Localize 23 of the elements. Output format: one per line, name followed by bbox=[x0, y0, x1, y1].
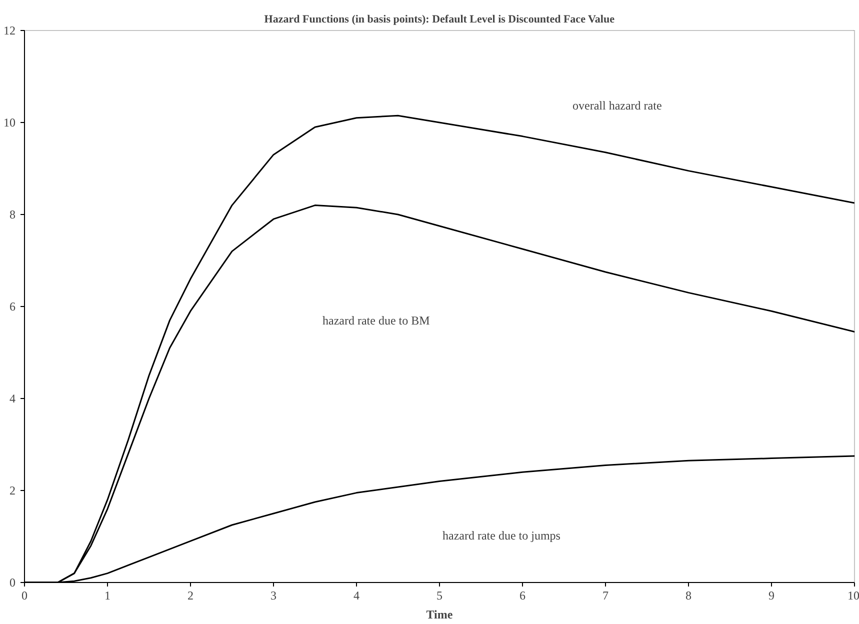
x-tick-label: 10 bbox=[848, 588, 859, 602]
y-tick-label: 4 bbox=[10, 392, 16, 406]
x-tick-label: 6 bbox=[520, 588, 526, 602]
y-tick-label: 6 bbox=[10, 300, 16, 314]
y-tick-label: 2 bbox=[10, 484, 16, 498]
x-tick-label: 0 bbox=[22, 588, 28, 602]
y-tick-label: 8 bbox=[10, 208, 16, 222]
annotation: hazard rate due to jumps bbox=[442, 528, 561, 542]
chart-title: Hazard Functions (in basis points): Default Level is Discounted Face Value bbox=[264, 14, 615, 26]
x-tick-label: 1 bbox=[104, 588, 110, 602]
y-tick-label: 10 bbox=[4, 116, 16, 130]
annotation: hazard rate due to BM bbox=[322, 314, 430, 328]
x-tick-label: 7 bbox=[602, 588, 608, 602]
x-tick-label: 9 bbox=[768, 588, 774, 602]
x-tick-label: 5 bbox=[436, 588, 442, 602]
y-tick-label: 0 bbox=[10, 576, 16, 590]
x-tick-label: 8 bbox=[686, 588, 692, 602]
x-tick-label: 3 bbox=[270, 588, 276, 602]
x-tick-label: 2 bbox=[188, 588, 194, 602]
x-axis-title: Time bbox=[426, 608, 454, 622]
x-tick-label: 4 bbox=[354, 588, 360, 602]
y-tick-label: 12 bbox=[4, 24, 16, 38]
annotation: overall hazard rate bbox=[572, 98, 662, 112]
